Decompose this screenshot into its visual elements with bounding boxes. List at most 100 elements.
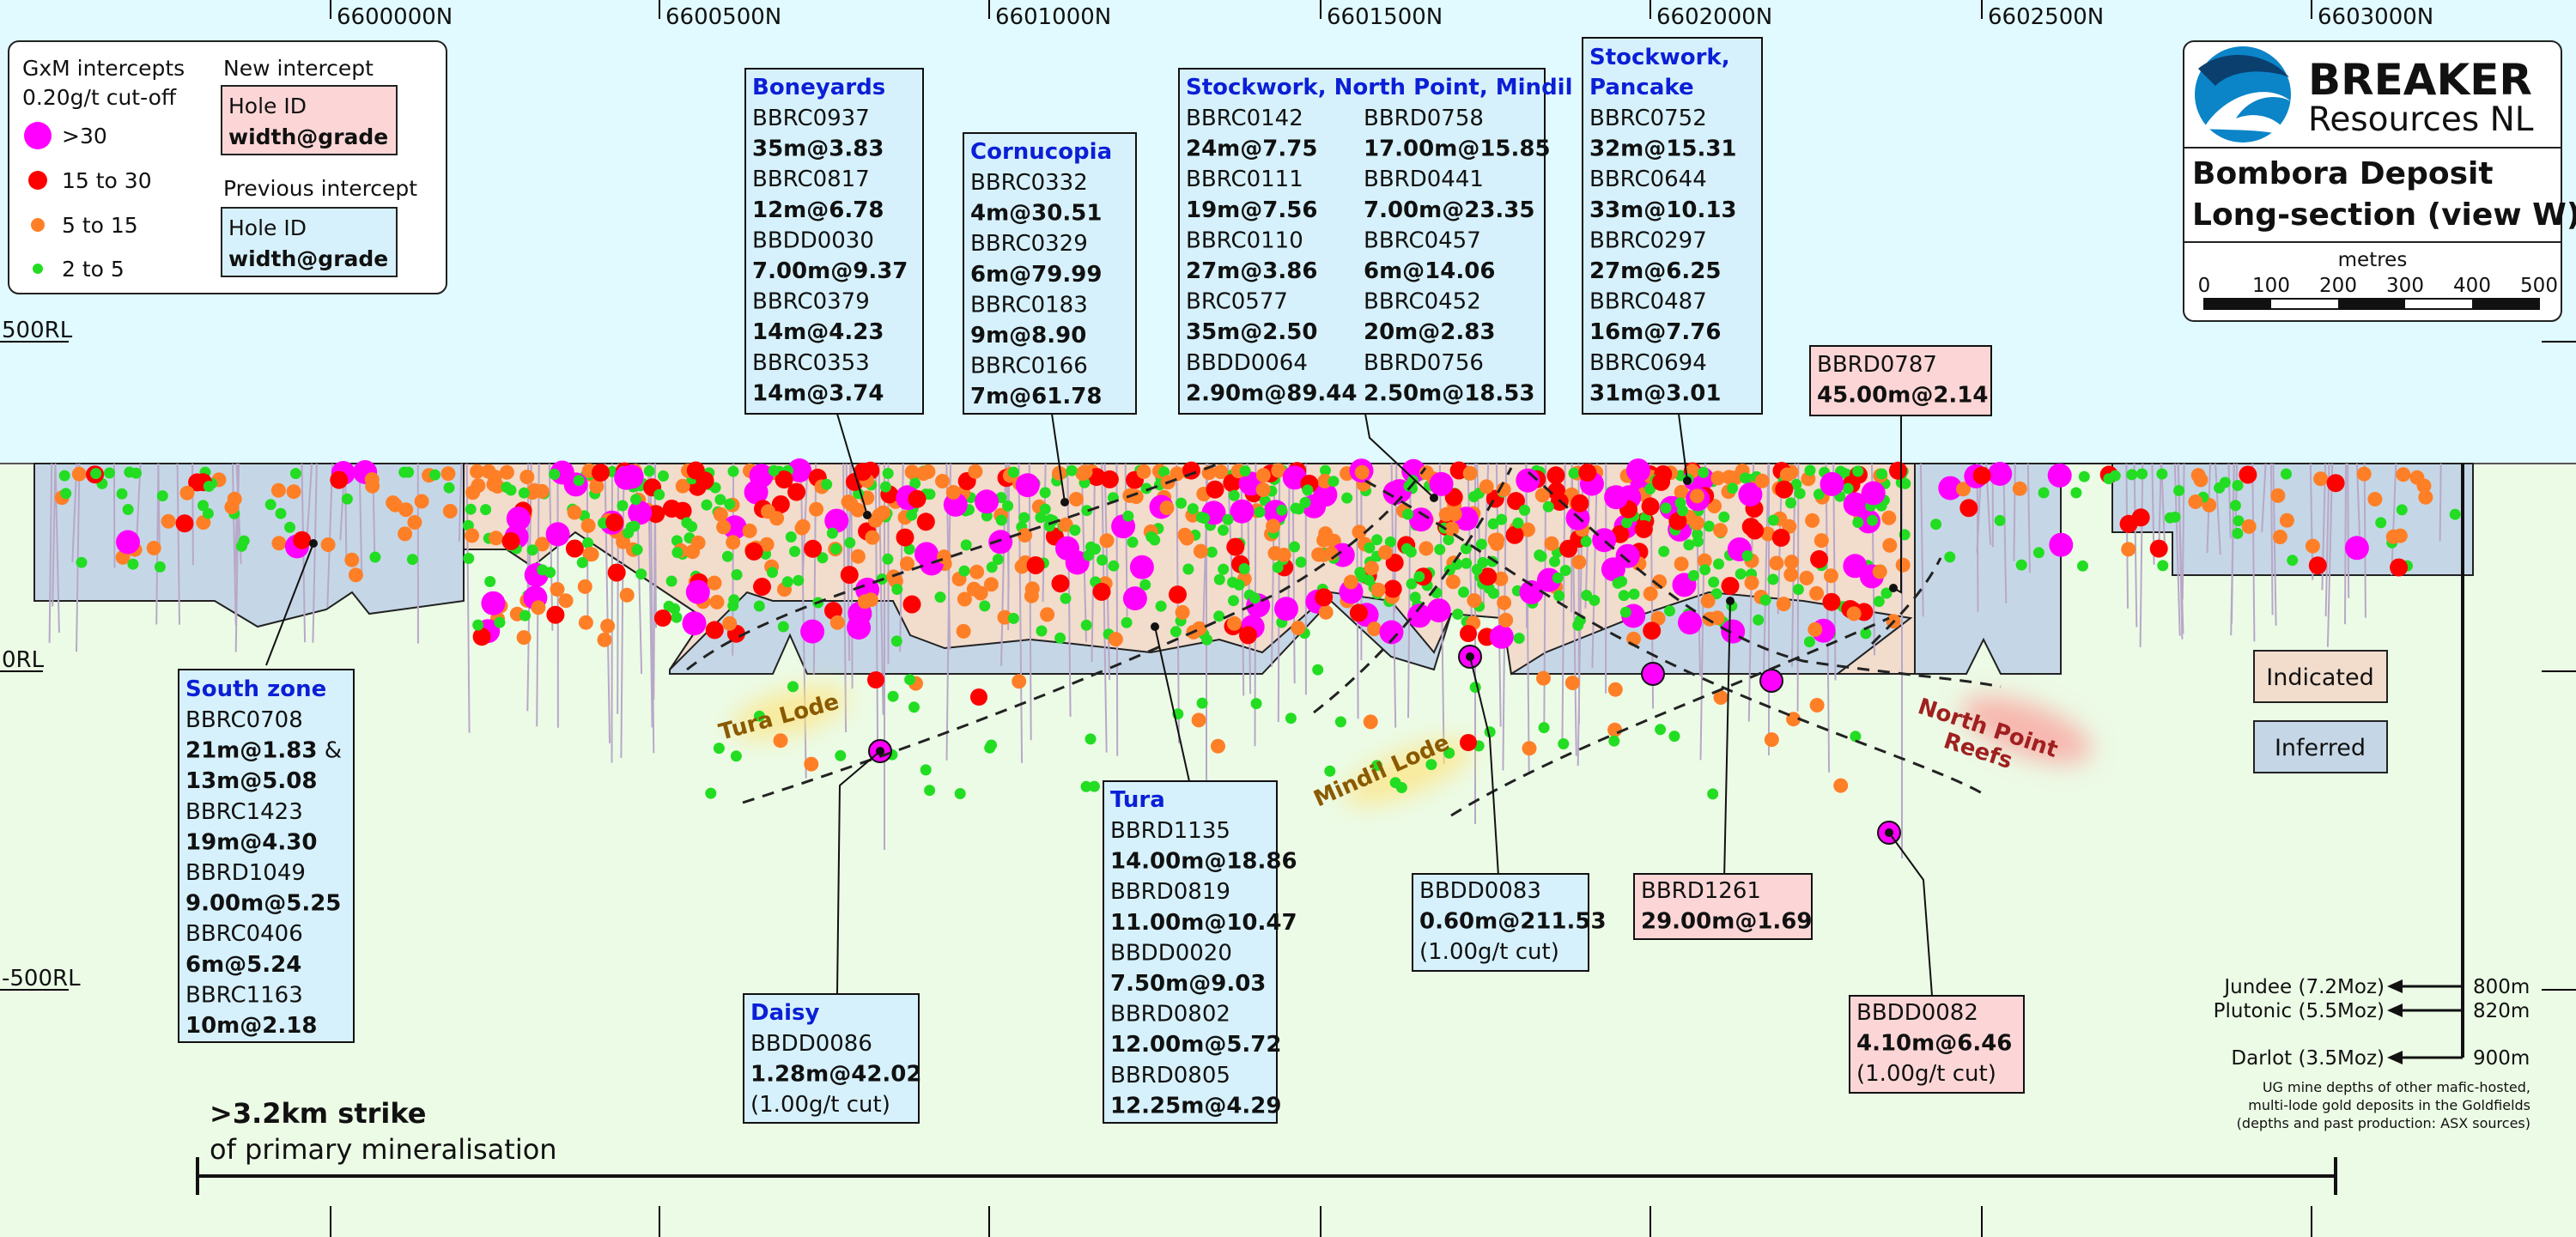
- intercept-dot: [1536, 670, 1551, 686]
- intercept-dot: [1295, 556, 1307, 568]
- intercept-dot: [1196, 697, 1208, 709]
- intercept-dot: [76, 556, 88, 568]
- intercept-dot: [891, 584, 903, 595]
- intercept-value: 7.00m@23.35: [1364, 197, 1534, 223]
- intercept-dot: [1014, 559, 1030, 574]
- intercept-dot: [341, 493, 353, 505]
- hole-id: BBRC0752: [1589, 106, 1707, 131]
- intercept-dot: [1159, 500, 1175, 516]
- intercept-dot: [1703, 520, 1715, 532]
- intercept-dot: [71, 466, 87, 482]
- intercept-dot: [1201, 634, 1213, 646]
- logo-line2: Resources NL: [2308, 100, 2534, 139]
- drill-trace: [2251, 463, 2256, 642]
- intercept-dot: [804, 756, 819, 772]
- intercept-dot: [465, 485, 481, 500]
- intercept-dot: [398, 526, 413, 542]
- hole-id: BBDD0086: [750, 1031, 872, 1057]
- hole-id: BBDD0082: [1856, 1000, 1978, 1026]
- hole-id: BBRC0111: [1186, 167, 1303, 192]
- intercept-dot: [731, 569, 743, 580]
- intercept-dot: [1956, 482, 1971, 497]
- intercept-dot: [365, 478, 380, 494]
- intercept-dot: [713, 506, 728, 522]
- intercept-dot: [197, 500, 209, 512]
- intercept-dot: [804, 539, 823, 558]
- intercept-dot: [1413, 571, 1425, 583]
- intercept-dot: [516, 630, 532, 646]
- intercept-dot: [771, 495, 790, 513]
- intercept-dot: [1516, 468, 1540, 493]
- intercept-dot: [1379, 620, 1404, 645]
- intercept-value: 27m@6.25: [1589, 258, 1721, 284]
- intercept-dot: [1213, 610, 1225, 622]
- intercept-dot: [1018, 512, 1030, 524]
- intercept-value: 12m@6.78: [752, 197, 884, 223]
- intercept-dot: [443, 482, 455, 494]
- intercept-dot: [589, 479, 605, 494]
- drill-trace: [48, 463, 53, 643]
- intercept-dot: [1608, 735, 1620, 747]
- intercept-dot: [1334, 716, 1346, 728]
- intercept-dot: [1880, 587, 1893, 599]
- intercept-value: 16m@7.76: [1589, 319, 1721, 345]
- intercept-dot: [1176, 497, 1187, 509]
- hole-id: BBDD0064: [1186, 350, 1308, 376]
- intercept-dot: [1764, 732, 1779, 748]
- drill-trace: [604, 463, 611, 743]
- drill-trace: [2002, 463, 2008, 603]
- intercept-dot: [1643, 622, 1662, 640]
- intercept-dot: [1477, 556, 1489, 568]
- intercept-dot: [727, 465, 739, 477]
- intercept-dot: [1498, 612, 1514, 628]
- intercept-dot: [1697, 553, 1712, 568]
- intercept-dot: [1760, 526, 1776, 542]
- intercept-dot: [707, 575, 722, 591]
- leader-endpoints: [309, 476, 1898, 837]
- intercept-dot: [289, 468, 301, 480]
- intercept-dot: [1343, 574, 1358, 590]
- intercept-dot: [1558, 738, 1570, 749]
- intercept-dot: [1559, 539, 1578, 558]
- intercept-dot: [406, 554, 418, 566]
- intercept-dot: [131, 467, 142, 479]
- intercept-dot: [1238, 563, 1250, 574]
- intercept-dot: [1024, 581, 1040, 597]
- intercept-dot: [565, 539, 584, 558]
- intercept-dot: [1274, 597, 1298, 622]
- intercept-dot: [1092, 582, 1111, 601]
- intercept-dot: [986, 739, 997, 751]
- intercept-value: 21m@1.83 &: [185, 738, 342, 764]
- intercept-dot: [472, 628, 491, 646]
- depth-value: 820m: [2473, 1000, 2530, 1022]
- intercept-dot: [663, 600, 675, 612]
- scale-unit: metres: [2338, 249, 2408, 271]
- intercept-dot: [1255, 482, 1271, 497]
- intercept-dot: [1191, 712, 1206, 728]
- intercept-dot: [1689, 488, 1704, 504]
- intercept-dot: [1581, 590, 1593, 601]
- hole-id: BBRC0110: [1186, 227, 1303, 253]
- drill-trace: [2139, 463, 2144, 647]
- intercept-dot: [882, 468, 894, 479]
- legend-dot-15-30: [28, 171, 47, 190]
- intercept-dot: [1039, 487, 1051, 499]
- legend-new-title: New intercept: [223, 56, 374, 81]
- intercept-dot: [481, 591, 506, 615]
- intercept-dot: [1522, 741, 1537, 756]
- legend-new-hole: Hole ID: [228, 94, 307, 118]
- callout-title: Stockwork, North Point, Mindil: [1186, 75, 1573, 100]
- intercept-dot: [844, 537, 856, 549]
- legend-title: GxM intercepts: [22, 56, 185, 81]
- intercept-dot: [526, 544, 538, 556]
- intercept-dot: [1553, 590, 1565, 602]
- intercept-dot: [271, 536, 287, 551]
- intercept-dot: [442, 504, 458, 518]
- hole-id: BBRC0817: [752, 167, 870, 192]
- hole-id: BRC0577: [1186, 289, 1288, 315]
- intercept-dot: [2287, 555, 2299, 567]
- intercept-dot: [903, 543, 915, 555]
- intercept-dot: [1889, 461, 1907, 480]
- intercept-dot: [549, 469, 561, 480]
- intercept-dot: [1721, 577, 1740, 595]
